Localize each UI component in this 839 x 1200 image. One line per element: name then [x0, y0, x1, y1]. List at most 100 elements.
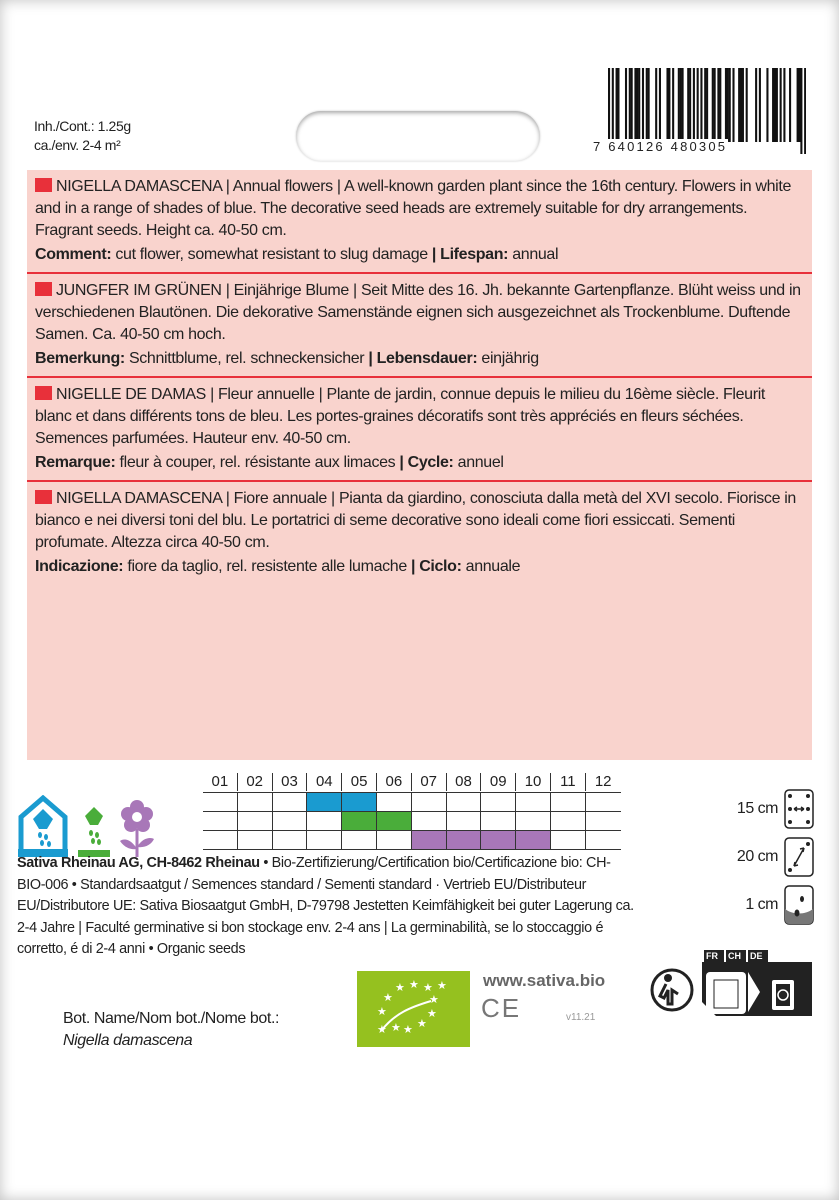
section-it: NIGELLA DAMASCENA | Fiore annuale | Pian…: [27, 482, 812, 584]
value: Schnittblume, rel. schneckensicher: [124, 350, 369, 367]
barcode-bar: [726, 68, 729, 142]
value: cut flower, somewhat resistant to slug d…: [111, 246, 432, 263]
barcode-bar: [681, 68, 684, 142]
calendar-months: 01 02 03 04 05 06 07 08 09 10 11 12: [203, 770, 621, 792]
botanical-value: Nigella damascena: [63, 1032, 193, 1049]
svg-text:★: ★: [403, 1023, 413, 1036]
barcode-bar: [700, 68, 703, 142]
calendar-cell: [551, 812, 586, 830]
section-title: NIGELLE DE DAMAS: [56, 386, 207, 403]
svg-text:★: ★: [383, 991, 393, 1004]
svg-text:★: ★: [377, 1005, 387, 1018]
calendar-cell-active: [376, 812, 412, 830]
country-fr: FR: [706, 951, 718, 961]
barcode-bar: [687, 68, 690, 142]
barcode-bar: [728, 68, 731, 142]
section-text: | Annual flowers | A well-known garden p…: [35, 178, 792, 239]
label: Bemerkung:: [35, 350, 125, 367]
red-square-icon: [35, 282, 52, 296]
section-title: NIGELLA DAMASCENA: [56, 490, 222, 507]
red-square-icon: [35, 490, 52, 504]
barcode-bar: [711, 68, 714, 154]
calendar-cell: [412, 793, 447, 811]
calendar-cell: [412, 812, 447, 830]
calendar-cell-active: [481, 831, 517, 849]
month-label: 02: [238, 773, 273, 791]
barcode-bar: [798, 68, 801, 142]
barcode-bar: [741, 68, 744, 142]
plant-spacing: 20 cm: [737, 833, 814, 881]
company-info: Sativa Rheinau AG, CH-8462 Rheinau • Bio…: [17, 853, 637, 961]
calendar-cell: [273, 831, 308, 849]
value: fiore da taglio, rel. resistente alle lu…: [123, 558, 411, 575]
calendar-cell: [238, 831, 273, 849]
barcode-bar: [758, 68, 761, 142]
barcode-bar: [615, 68, 618, 142]
barcode-bar: [745, 68, 748, 142]
barcode-bar: [655, 68, 658, 142]
hang-hole: [296, 111, 540, 161]
barcode-bar: [773, 68, 777, 142]
barcode-number: 7 640126 480305: [592, 139, 729, 154]
calendar-cell: [586, 812, 621, 830]
calendar-cell: [481, 812, 517, 830]
barcode-bar: [740, 68, 743, 142]
company-text: • Bio-Zertifizierung/Certification bio/C…: [17, 855, 634, 957]
barcode-bar: [738, 68, 741, 142]
barcode-bar: [800, 68, 803, 154]
sowing-calendar: 01 02 03 04 05 06 07 08 09 10 11 12: [203, 770, 621, 850]
outdoor-sowing-icon: [78, 807, 110, 857]
calendar-cell: [481, 793, 517, 811]
calendar-row: [203, 831, 621, 850]
barcode-bar: [717, 68, 720, 142]
svg-text:★: ★: [391, 1021, 401, 1034]
barcode-bar: [724, 68, 727, 142]
barcode-bar: [628, 68, 631, 142]
barcode-bar: [766, 68, 769, 142]
calendar-grid: [203, 792, 621, 850]
month-label: 10: [516, 773, 551, 791]
barcode-bar: [689, 68, 692, 142]
calendar-cell: [342, 831, 377, 849]
month-label: 08: [447, 773, 482, 791]
flower-icon: [120, 800, 154, 857]
red-square-icon: [35, 178, 52, 192]
calendar-cell: [377, 793, 412, 811]
triman-icon: [650, 968, 694, 1012]
month-label: 01: [203, 773, 238, 791]
website-link[interactable]: www.sativa.bio: [483, 971, 606, 990]
calendar-cell: [377, 831, 412, 849]
greenhouse-sowing-icon: [18, 795, 68, 857]
calendar-cell: [273, 793, 308, 811]
barcode-bar: [679, 68, 682, 142]
barcode-bar: [704, 68, 707, 154]
label: Indicazione:: [35, 558, 124, 575]
calendar-icons: [18, 795, 154, 857]
value: fleur à couper, rel. résistante aux lima…: [115, 454, 400, 471]
country-ch: CH: [728, 951, 741, 961]
value: annuale: [461, 558, 521, 575]
value: einjährig: [477, 350, 539, 367]
content-area: ca./env. 2-4 m²: [34, 137, 121, 153]
label: | Cycle:: [399, 454, 454, 471]
barcode-bar: [636, 68, 639, 142]
calendar-cell-active: [342, 812, 377, 830]
calendar-cell-active: [446, 831, 482, 849]
barcode-bar: [668, 68, 671, 142]
barcode-bar: [713, 68, 716, 142]
month-label: 09: [481, 773, 517, 791]
red-square-icon: [35, 386, 52, 400]
label: | Lifespan:: [431, 246, 509, 263]
calendar-cell: [586, 793, 621, 811]
section-text: | Fleur annuelle | Plante de jardin, con…: [35, 386, 766, 447]
calendar-cell: [516, 793, 551, 811]
label: | Lebensdauer:: [368, 350, 478, 367]
sowing-depth-icon: [784, 885, 814, 925]
section-title: NIGELLA DAMASCENA: [56, 178, 222, 195]
month-label: 05: [342, 773, 377, 791]
month-label: 12: [594, 773, 612, 790]
barcode-bar: [775, 68, 778, 142]
calendar-cell: [203, 793, 238, 811]
barcode-bar: [630, 68, 633, 142]
calendar-cell: [307, 812, 343, 830]
